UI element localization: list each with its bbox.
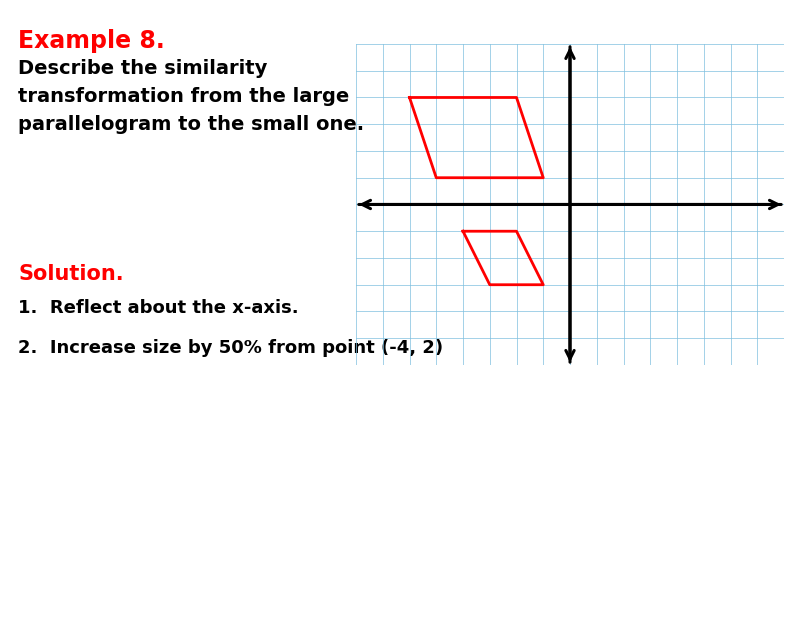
- Text: Example 8.: Example 8.: [18, 29, 165, 53]
- Text: 1.  Reflect about the x-axis.: 1. Reflect about the x-axis.: [18, 299, 298, 317]
- Text: Solution.: Solution.: [18, 264, 124, 284]
- Text: Describe the similarity
transformation from the large
parallelogram to the small: Describe the similarity transformation f…: [18, 59, 364, 134]
- Text: 2.  Increase size by 50% from point (-4, 2): 2. Increase size by 50% from point (-4, …: [18, 339, 443, 357]
